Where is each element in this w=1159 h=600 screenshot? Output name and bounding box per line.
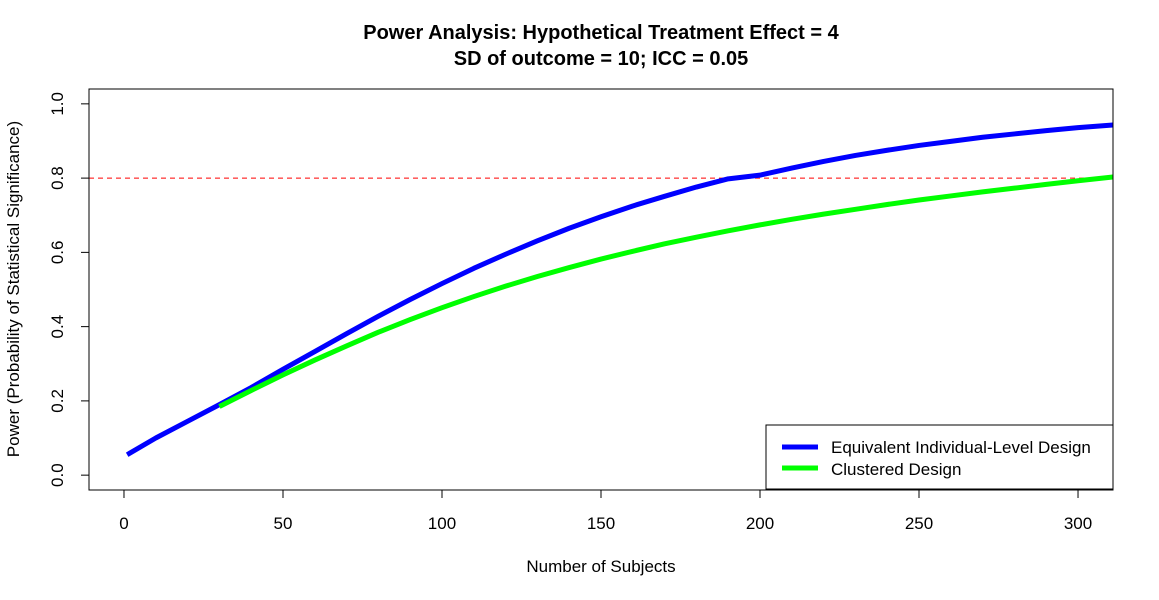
- x-tick-label: 150: [587, 514, 615, 533]
- legend-box: [765, 424, 1114, 490]
- x-tick-label: 250: [905, 514, 933, 533]
- legend-label-individual: Equivalent Individual-Level Design: [831, 438, 1091, 457]
- y-tick-label: 0.4: [48, 315, 67, 339]
- axes: 0 50 100 150 200 250 300 0.0 0.2 0.4 0.6 0.8 1.0: [48, 88, 1114, 533]
- legend: Equivalent Individual-Level Design Clust…: [765, 424, 1114, 490]
- plot-area: [89, 122, 1113, 457]
- x-tick-label: 300: [1064, 514, 1092, 533]
- legend-label-clustered: Clustered Design: [831, 460, 961, 479]
- y-tick-label: 0.8: [48, 166, 67, 190]
- x-axis-label: Number of Subjects: [526, 557, 675, 576]
- x-tick-label: 200: [746, 514, 774, 533]
- chart-title: Power Analysis: Hypothetical Treatment E…: [363, 22, 839, 44]
- y-tick-label: 0.6: [48, 241, 67, 265]
- series-line-clustered: [218, 174, 1113, 409]
- y-tick-label: 0.0: [48, 463, 67, 487]
- y-axis-label: Power (Probability of Statistical Signif…: [4, 121, 23, 457]
- x-tick-label: 100: [428, 514, 456, 533]
- series-line-individual: [125, 122, 1113, 457]
- y-tick-label: 0.2: [48, 389, 67, 413]
- chart-subtitle: SD of outcome = 10; ICC = 0.05: [454, 48, 749, 70]
- x-tick-label: 0: [119, 514, 128, 533]
- x-tick-label: 50: [274, 514, 293, 533]
- y-tick-label: 1.0: [48, 92, 67, 116]
